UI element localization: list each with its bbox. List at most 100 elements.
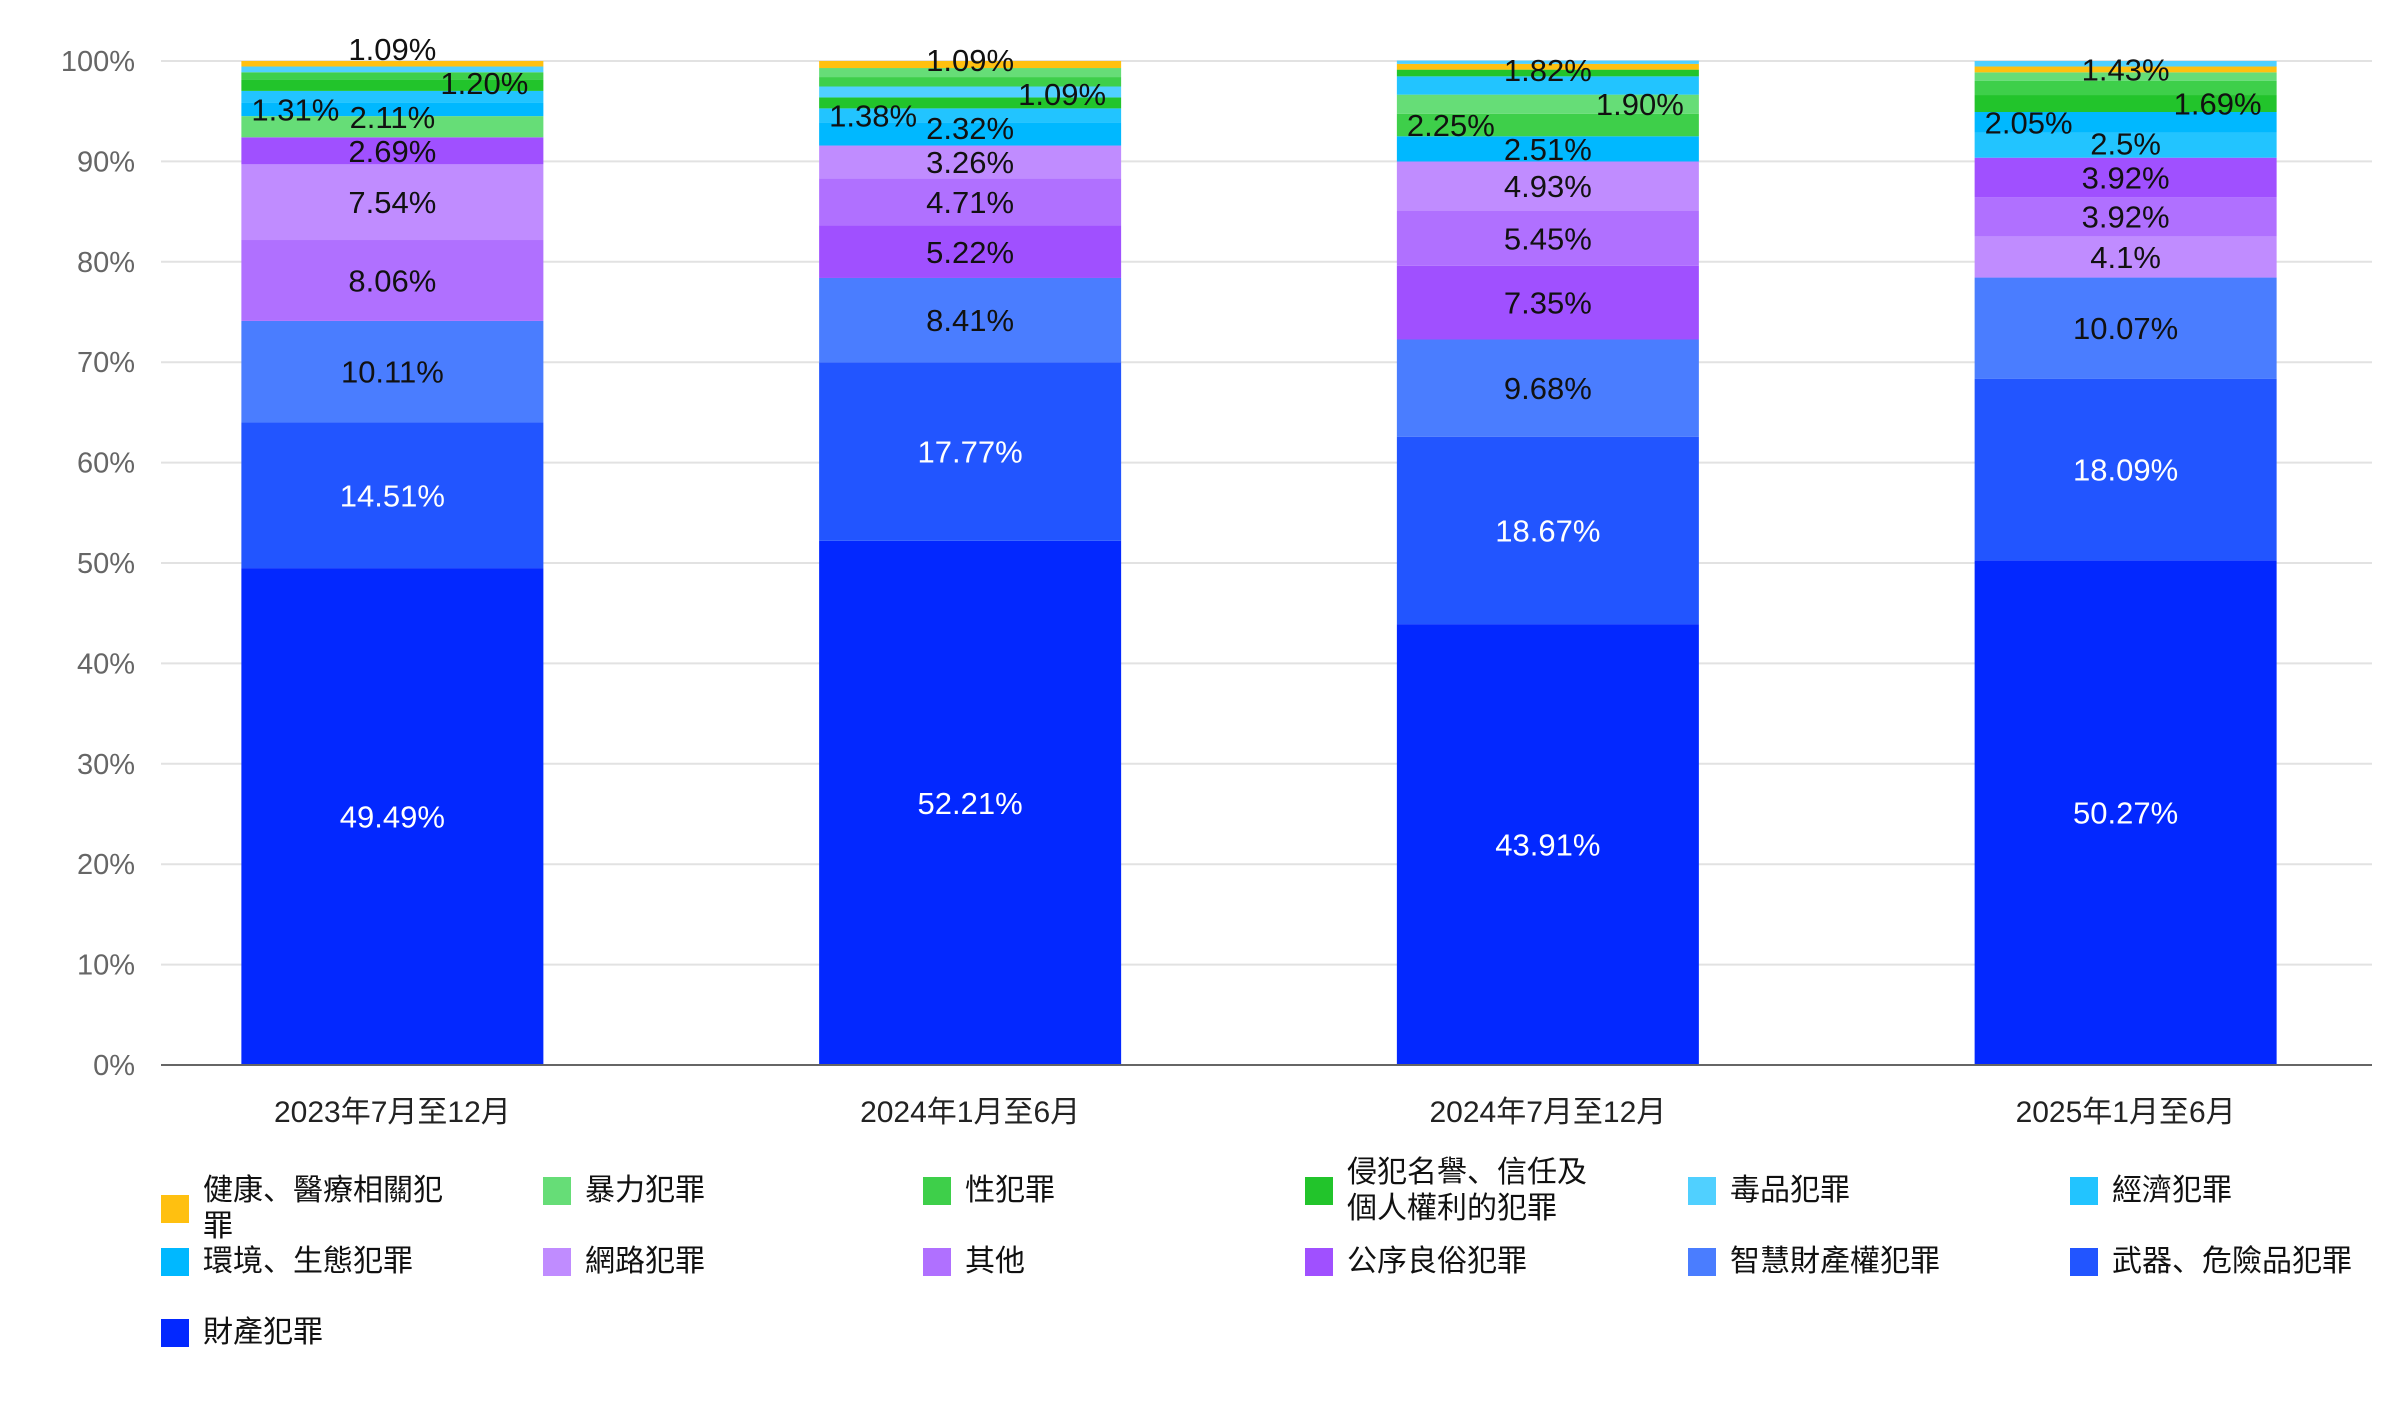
legend-item[interactable]: 健康、醫療相關犯罪 — [161, 1173, 453, 1245]
legend-label: 暴力犯罪 — [585, 1174, 705, 1207]
legend-swatch — [161, 1319, 189, 1347]
bar-segment — [819, 86, 1122, 98]
legend-swatch — [1688, 1248, 1716, 1276]
bar-segment — [1396, 113, 1699, 137]
bar-segment — [1396, 76, 1699, 95]
data-label: 3.92% — [2082, 160, 2170, 195]
legend-label: 公序良俗犯罪 — [1347, 1245, 1527, 1278]
legend-label: 性犯罪 — [965, 1174, 1055, 1207]
x-tick-label: 2025年1月至6月 — [2016, 1096, 2236, 1129]
bar-segment — [241, 90, 544, 103]
data-label: 1.82% — [1504, 53, 1592, 88]
legend-label: 毒品犯罪 — [1730, 1174, 1850, 1207]
bar-segment — [819, 178, 1122, 226]
data-label: 52.21% — [918, 786, 1023, 821]
data-label: 49.49% — [340, 800, 445, 835]
bar-segment — [241, 320, 544, 423]
bar-segment — [819, 225, 1122, 278]
legend-item[interactable]: 網路犯罪 — [543, 1244, 705, 1280]
bar-segment — [819, 68, 1122, 78]
data-label: 9.68% — [1504, 371, 1592, 406]
legend-swatch — [2070, 1177, 2098, 1205]
bar-stack: 52.21% 17.77% 8.41% 5.22% 4.71% 3.26%2.32% 1.3… — [819, 43, 1122, 1065]
legend-item[interactable]: 智慧財產權犯罪 — [1688, 1244, 1940, 1280]
data-label: 18.09% — [2073, 452, 2178, 487]
bar-segment — [819, 97, 1122, 109]
bar-segment — [1396, 69, 1699, 77]
x-tick-label: 2024年1月至6月 — [860, 1096, 1080, 1129]
legend-item[interactable]: 侵犯名譽、信任及個人權利的犯罪 — [1305, 1155, 1587, 1227]
bar-segment — [819, 108, 1122, 123]
data-label: 10.11% — [341, 355, 444, 390]
data-label: 17.77% — [918, 435, 1023, 470]
data-label: 2.69% — [348, 134, 436, 169]
legend-label: 環境、生態犯罪 — [203, 1245, 413, 1278]
legend-item[interactable]: 公序良俗犯罪 — [1305, 1244, 1527, 1280]
data-label: 8.06% — [348, 263, 436, 298]
bar-stack: 50.27%18.09%10.07%4.1%3.92%3.92%2.5%2.05… — [1974, 53, 2277, 1065]
data-label: 1.38% — [829, 98, 917, 133]
y-tick-label: 10% — [77, 950, 135, 982]
y-tick-label: 60% — [77, 448, 135, 480]
bar-segment — [241, 66, 544, 73]
legend-label: 財產犯罪 — [203, 1316, 323, 1349]
bar-segment — [819, 77, 1122, 87]
data-label: 5.45% — [1504, 221, 1592, 256]
data-label: 7.35% — [1504, 286, 1592, 321]
data-label: 1.20% — [440, 66, 528, 101]
bar-segment — [1974, 157, 2277, 198]
bar-segment — [1396, 265, 1699, 340]
data-label: 1.90% — [1596, 87, 1684, 122]
bar-segment — [241, 79, 544, 91]
bar-segment — [241, 240, 544, 321]
data-label: 2.05% — [1985, 105, 2073, 140]
legend-item[interactable]: 環境、生態犯罪 — [161, 1244, 413, 1280]
data-label: 5.22% — [926, 235, 1014, 270]
legend-swatch — [161, 1195, 189, 1223]
data-label: 2.25% — [1407, 108, 1495, 143]
bar-segment — [1396, 339, 1699, 437]
legend-label: 武器、危險品犯罪 — [2112, 1245, 2352, 1278]
bar-segment — [1396, 63, 1699, 70]
legend-item[interactable]: 武器、危險品犯罪 — [2070, 1244, 2352, 1280]
legend-label: 經濟犯罪 — [2112, 1174, 2232, 1207]
data-label: 4.1% — [2090, 240, 2161, 275]
data-label: 18.67% — [1495, 513, 1600, 548]
y-tick-label: 20% — [77, 849, 135, 881]
data-label: 2.32% — [926, 111, 1014, 146]
bar-segment — [1974, 132, 2277, 158]
bar-segment — [819, 362, 1122, 541]
bar-segment — [1974, 277, 2277, 379]
legend-item[interactable]: 性犯罪 — [923, 1173, 1055, 1209]
bar-segment — [1396, 624, 1699, 1065]
bar-stack: 49.49%14.51%10.11%8.06%7.54%2.69%2.11%1.… — [241, 32, 544, 1065]
bar-segment — [1396, 161, 1699, 211]
bar-segment — [819, 61, 1122, 69]
legend-item[interactable]: 其他 — [923, 1244, 1025, 1280]
data-label: 4.71% — [926, 185, 1014, 220]
legend-item[interactable]: 經濟犯罪 — [2070, 1173, 2232, 1209]
bar-segment — [1974, 66, 2277, 73]
data-label: 1.31% — [251, 93, 339, 128]
legend-item[interactable]: 財產犯罪 — [161, 1315, 323, 1351]
legend-swatch — [1688, 1177, 1716, 1205]
y-tick-label: 80% — [77, 247, 135, 279]
x-tick-label: 2023年7月至12月 — [274, 1096, 511, 1129]
bar-segment — [1974, 112, 2277, 133]
bar-segment — [1974, 197, 2277, 237]
bar-segment — [819, 277, 1122, 363]
data-label: 1.09% — [348, 32, 436, 67]
bar-segment — [241, 116, 544, 138]
legend-item[interactable]: 毒品犯罪 — [1688, 1173, 1850, 1209]
bar-segment — [1974, 560, 2277, 1065]
legend-item[interactable]: 暴力犯罪 — [543, 1173, 705, 1209]
legend-label: 侵犯名譽、信任及個人權利的犯罪 — [1347, 1156, 1587, 1225]
legend-swatch — [543, 1248, 571, 1276]
x-tick-label: 2024年7月至12月 — [1429, 1096, 1666, 1129]
data-label: 3.92% — [2082, 200, 2170, 235]
legend-swatch — [923, 1248, 951, 1276]
data-label: 1.43% — [2082, 53, 2170, 88]
data-label: 50.27% — [2073, 796, 2178, 831]
